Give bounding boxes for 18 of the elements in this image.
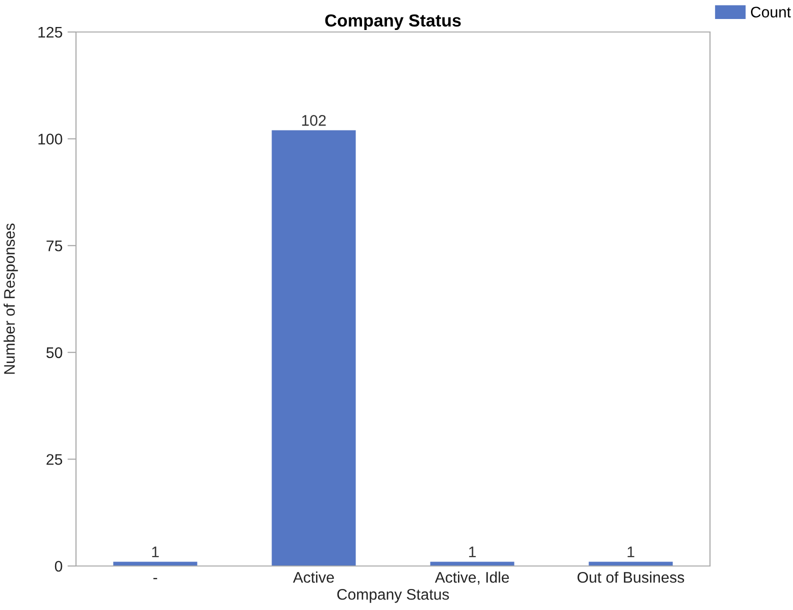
x-axis-title: Company Status <box>337 588 449 603</box>
y-tick-label: 100 <box>38 134 62 144</box>
x-tick-label: Active, Idle <box>434 572 509 585</box>
y-tick-label: 0 <box>54 560 62 572</box>
y-tick-label: 50 <box>46 347 62 358</box>
x-tick-label: - <box>153 578 158 580</box>
data-label: 102 <box>302 115 326 126</box>
y-tick-label: 75 <box>46 240 62 252</box>
y-tick-label: 125 <box>38 26 62 38</box>
data-label: 1 <box>469 546 476 558</box>
legend-label: Count <box>750 6 791 18</box>
y-tick-label: 25 <box>46 454 62 465</box>
data-label: 1 <box>152 546 159 558</box>
x-tick-label: Out of Business <box>578 572 684 583</box>
data-label: 1 <box>628 546 634 558</box>
x-tick-label: Active <box>292 572 334 583</box>
chart-title: Company Status <box>325 14 461 30</box>
y-axis-title: Number of Responses <box>4 224 18 374</box>
